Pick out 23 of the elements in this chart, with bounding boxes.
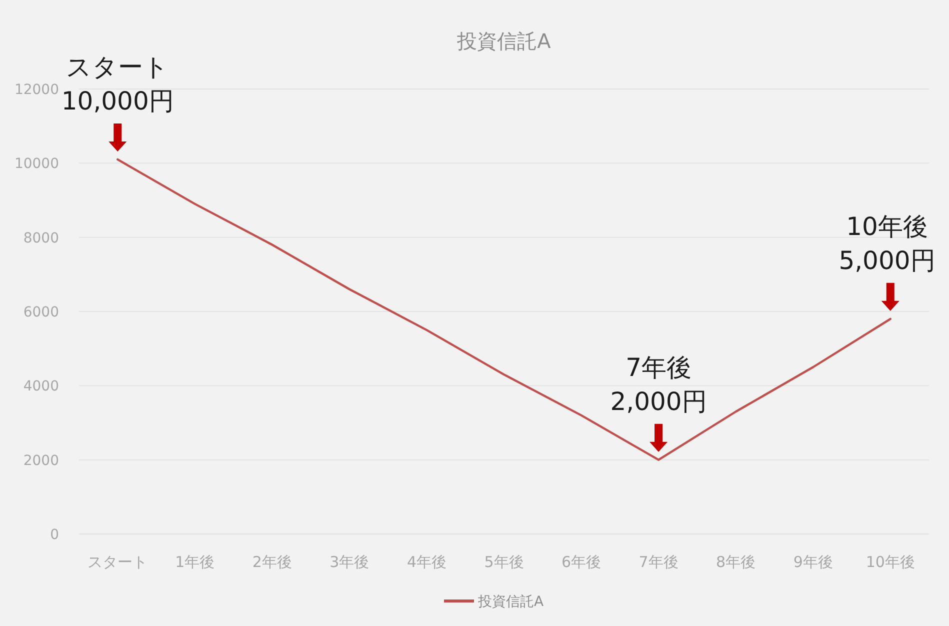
y-tick-label: 0 (50, 527, 59, 543)
x-tick-label: 6年後 (562, 553, 602, 571)
y-tick-label: 2000 (23, 452, 59, 469)
y-tick-label: 6000 (23, 304, 59, 320)
annotation: 10年後 5,000円 (838, 212, 936, 275)
annotation: スタート 10,000円 (61, 52, 174, 116)
y-tick-label: 12000 (14, 82, 59, 98)
x-tick-label: 9年後 (793, 553, 833, 571)
x-tick-label: 10年後 (866, 553, 915, 571)
x-tick-label: 8年後 (716, 553, 756, 571)
chart-title: 投資信託A (456, 29, 552, 53)
x-tick-label: 7年後 (638, 553, 678, 571)
x-tick-label: 2年後 (252, 553, 292, 571)
annotation: 7年後 2,000円 (610, 352, 707, 416)
y-tick-label: 8000 (23, 230, 59, 246)
x-tick-label: 1年後 (175, 553, 215, 571)
x-tick-label: 4年後 (406, 553, 446, 571)
x-tick-label: 5年後 (484, 553, 524, 571)
y-tick-label: 4000 (23, 378, 59, 395)
legend-label: 投資信託A (477, 594, 544, 610)
x-tick-label: スタート (88, 553, 148, 571)
y-tick-label: 10000 (14, 156, 59, 172)
x-tick-label: 3年後 (330, 553, 370, 571)
